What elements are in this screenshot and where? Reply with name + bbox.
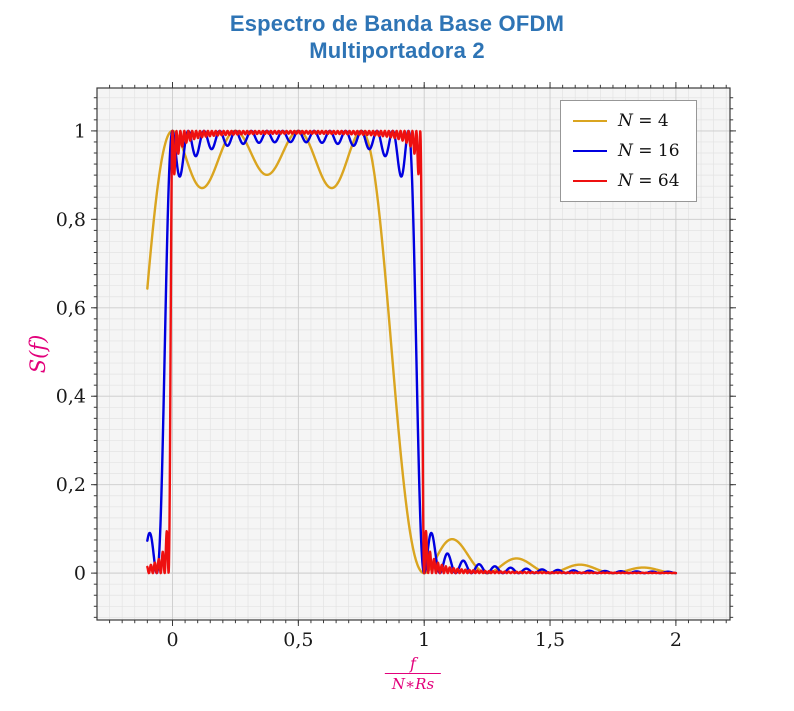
legend-label-rest: = 64 [632,171,680,191]
legend-item-label: N = 16 [618,141,680,161]
legend-label-var: N [618,171,633,191]
x-axis-label: f N∗Rs [384,654,442,693]
svg-text:1: 1 [74,120,86,142]
svg-text:0,6: 0,6 [56,297,86,319]
legend-label-rest: = 16 [632,141,680,161]
legend-item-label: N = 64 [618,171,680,191]
y-tick-labels: 0 0,2 0,4 0,6 0,8 1 [56,120,86,584]
legend-line-swatch-n64 [573,180,607,182]
y-axis-label: S(f) [26,334,50,374]
x-label-denominator: N∗Rs [384,673,442,693]
chart-title: Espectro de Banda Base OFDM Multiportado… [0,10,794,64]
series-line-N64 [146,129,678,575]
legend-item: N = 16 [573,141,680,161]
x-tick-labels: 0 0,5 1 1,5 2 [166,629,681,651]
legend-label-var: N [618,141,633,161]
legend-item: N = 4 [573,111,680,131]
chart-title-line2: Multiportadora 2 [309,38,485,63]
tick-marks [91,82,736,626]
legend: N = 4 N = 16 N = 64 [560,100,697,202]
chart-title-line1: Espectro de Banda Base OFDM [229,11,565,36]
legend-item: N = 64 [573,171,680,191]
svg-text:0: 0 [166,629,178,651]
svg-text:0: 0 [74,563,86,585]
svg-text:2: 2 [670,629,682,651]
svg-text:0,8: 0,8 [56,209,86,231]
legend-line-swatch-n16 [573,150,607,152]
svg-text:1: 1 [418,629,430,651]
svg-text:0,5: 0,5 [283,629,313,651]
plot-frame [96,87,731,621]
svg-text:0,4: 0,4 [56,386,86,408]
legend-item-label: N = 4 [618,111,669,131]
legend-label-var: N [618,111,633,131]
svg-text:1,5: 1,5 [535,629,565,651]
chart-area: 0 0,5 1 1,5 2 0 0,2 0,4 0,6 0,8 1 S(f) N = 4 N = 1… [0,70,794,711]
x-label-numerator: f [410,654,416,673]
legend-label-rest: = 4 [632,111,669,131]
svg-text:0,2: 0,2 [56,474,86,496]
legend-line-swatch-n4 [573,120,607,122]
